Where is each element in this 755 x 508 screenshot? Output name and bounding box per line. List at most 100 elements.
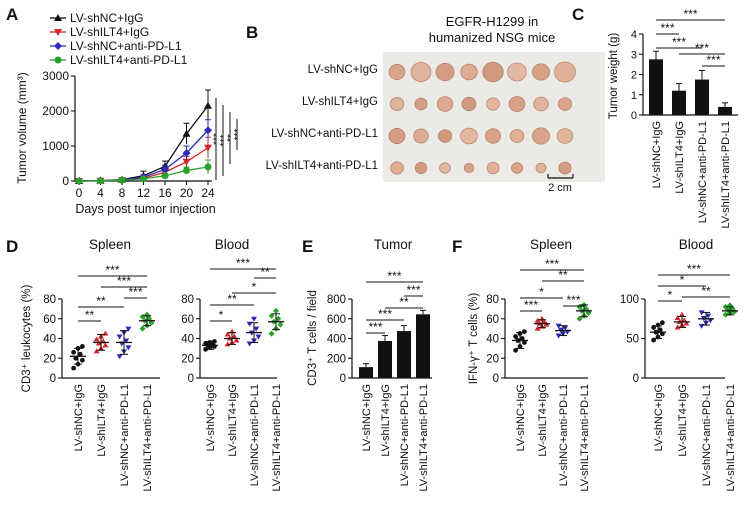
data-point	[522, 340, 527, 345]
data-point	[224, 331, 231, 337]
x-category-label: LV-shILT4+IgG	[96, 384, 108, 457]
x-tick-label: 8	[119, 186, 126, 200]
significance-label: ***	[236, 256, 250, 270]
data-point	[681, 317, 688, 323]
bar	[378, 340, 392, 378]
legend: LV-shNC+IgGLV-shILT4+IgGLV-shNC+anti-PD-…	[50, 11, 188, 67]
panel-b-row-label: LV-shNC+anti-PD-L1	[271, 128, 378, 140]
bar	[672, 90, 686, 115]
data-point	[73, 355, 79, 361]
x-tick-label: 0	[76, 186, 83, 200]
significance-label: **	[558, 268, 568, 282]
y-tick-label: 60	[181, 314, 194, 326]
significance-label: **	[701, 284, 711, 298]
panel-f-spleen-chart: Spleen 0 20 40 60 80 IFN-γ⁺ T cells (%) LV-shNC…	[468, 237, 592, 492]
panel-title: Spleen	[530, 237, 572, 252]
data-point	[102, 342, 109, 348]
y-tick-label: 200	[327, 353, 346, 365]
data-point	[705, 313, 712, 319]
tumor-specimen	[460, 63, 478, 81]
x-category-label: LV-shILT4+anti-PD-L1	[271, 384, 283, 492]
significance-label: **	[260, 265, 270, 279]
tumor-specimen	[532, 127, 550, 145]
tumor-specimen	[438, 129, 452, 143]
x-category-label: LV-shNC+IgG	[515, 384, 527, 451]
data-point	[182, 158, 191, 166]
data-point	[253, 326, 260, 332]
x-category-label: LV-shILT4+anti-PD-L1	[142, 384, 154, 492]
data-point	[562, 325, 569, 331]
legend-marker	[54, 42, 62, 50]
significance-label: ***	[683, 7, 697, 21]
y-tick-label: 60	[486, 314, 499, 326]
data-point	[161, 172, 169, 180]
tumor-specimen	[486, 161, 500, 175]
data-point	[80, 344, 85, 349]
data-point	[707, 318, 714, 324]
y-axis-label: IFN-γ⁺ T cells (%)	[468, 293, 480, 385]
tumor-specimen	[507, 62, 527, 82]
significance-label: ***	[233, 129, 244, 141]
tumor-specimen	[482, 61, 504, 83]
panel-label-f: F	[452, 237, 462, 256]
y-tick-label: 600	[327, 314, 346, 326]
tumor-specimen	[558, 97, 572, 111]
tumor-specimen	[460, 127, 478, 145]
data-point	[118, 176, 126, 184]
data-point	[519, 336, 525, 341]
y-tick-label: 0	[50, 373, 56, 385]
x-tick-label: 24	[201, 186, 215, 200]
data-point	[255, 334, 262, 340]
x-category-label: LV-shILT4+anti-PD-L1	[418, 384, 430, 492]
panel-f-blood-chart: Blood 0 50 100 LV-shNC+IgG LV-shILT4+IgG LV-sh…	[620, 237, 738, 492]
y-tick-label: 80	[43, 294, 56, 306]
x-category-label: LV-shNC+IgG	[73, 384, 85, 451]
data-point	[698, 310, 705, 316]
data-point	[268, 330, 275, 337]
y-tick-label: 0	[188, 373, 194, 385]
y-tick-label: 50	[626, 334, 639, 346]
tumor-specimen	[436, 96, 454, 112]
significance-label: ***	[566, 293, 580, 307]
tumor-specimen	[410, 62, 432, 82]
panel-d-spleen-chart: Spleen 0 20 40 60 80 CD3⁺ leukocytes (%) LV-shN…	[21, 237, 160, 492]
panel-c-chart: 0 1 2 3 4 Tumor weight (g) LV-shNC+IgG LV-shILT…	[608, 7, 738, 229]
significance-label: *	[680, 273, 685, 287]
data-point	[275, 315, 282, 322]
y-tick-label: 0	[340, 373, 346, 385]
x-tick-label: 20	[180, 186, 194, 200]
data-point	[93, 348, 100, 354]
significance-label: ***	[378, 307, 392, 321]
tumor-specimen	[463, 163, 475, 173]
tumor-specimen	[533, 96, 549, 112]
data-point	[183, 167, 190, 174]
y-tick-label: 2000	[42, 104, 69, 118]
panel-title: Blood	[215, 237, 250, 252]
data-point	[161, 165, 169, 174]
data-point	[140, 175, 147, 183]
bar	[359, 367, 373, 378]
y-axis-label: Tumor weight (g)	[608, 33, 620, 120]
panel-d-blood-chart: Blood 0 20 40 60 80 LV-shNC+IgG LV-shILT4+IgG LV…	[181, 237, 284, 492]
tumor-specimen	[439, 162, 451, 174]
data-point	[71, 349, 76, 355]
tumor-specimen	[511, 162, 523, 174]
significance-label: ***	[660, 21, 674, 35]
y-tick-label: 60	[43, 314, 56, 326]
bar	[649, 59, 663, 115]
y-tick-label: 40	[181, 334, 194, 346]
panel-b-row-label: LV-shILT4+IgG	[302, 96, 378, 108]
data-point	[204, 126, 212, 135]
panel-label-b: B	[246, 23, 258, 42]
x-category-label: LV-shNC+IgG	[205, 384, 217, 451]
x-category-label: LV-shNC+anti-PD-L1	[697, 121, 709, 223]
series-2	[75, 119, 212, 185]
tumor-specimen	[556, 128, 574, 144]
scale-bar-label: 2 cm	[548, 182, 572, 194]
data-point	[555, 323, 562, 329]
significance-label: ***	[695, 41, 709, 55]
significance-label: ***	[687, 262, 701, 276]
significance-label: **	[85, 308, 95, 322]
data-point	[231, 333, 238, 339]
panel-label-d: D	[6, 237, 18, 256]
